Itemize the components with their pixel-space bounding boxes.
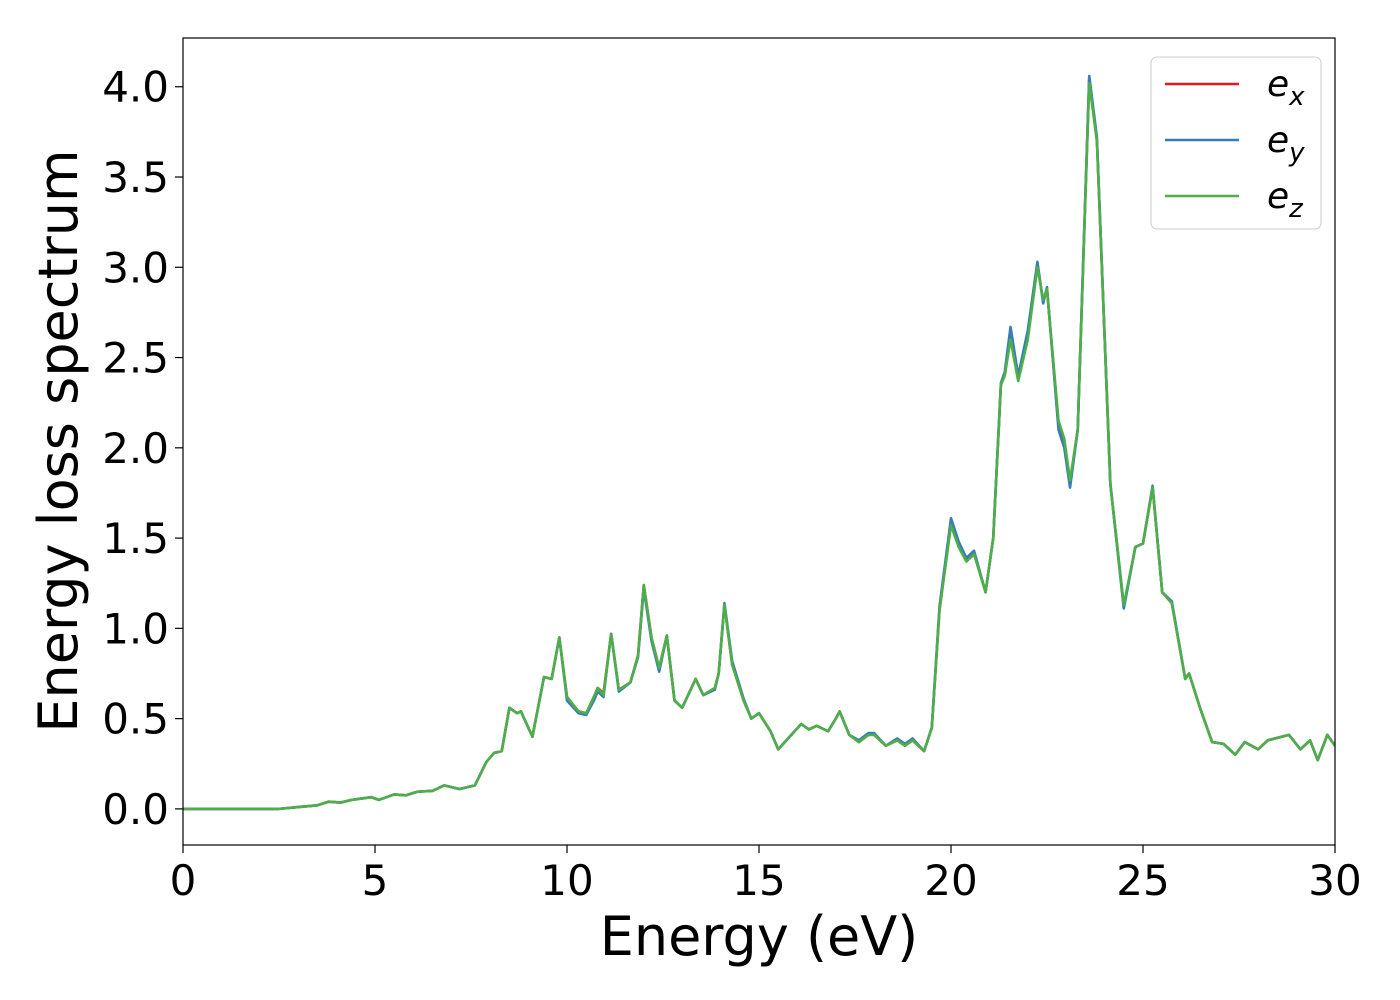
y-tick-label: 3.5: [102, 153, 169, 202]
x-tick-label: 30: [1308, 856, 1361, 905]
x-tick-label: 5: [362, 856, 389, 905]
x-tick-label: 15: [732, 856, 785, 905]
y-tick-label: 4.0: [102, 63, 169, 112]
x-tick-label: 10: [540, 856, 593, 905]
legend-label: ez: [1267, 176, 1304, 224]
y-tick-label: 2.0: [102, 424, 169, 473]
x-axis-label: Energy (eV): [600, 905, 919, 968]
x-tick-label: 25: [1116, 856, 1169, 905]
y-tick-label: 0.0: [102, 785, 169, 834]
y-axis-label: Energy loss spectrum: [27, 149, 90, 732]
y-tick-label: 1.0: [102, 604, 169, 653]
x-tick-label: 0: [170, 856, 197, 905]
legend-label: ey: [1267, 120, 1305, 168]
legend-label: ex: [1267, 64, 1305, 112]
y-tick-label: 1.5: [102, 514, 169, 563]
series-line: [183, 81, 1335, 811]
x-tick-label: 20: [924, 856, 977, 905]
y-tick-label: 2.5: [102, 334, 169, 383]
y-tick-label: 0.5: [102, 695, 169, 744]
plot-frame: [182, 37, 1336, 846]
y-tick-label: 3.0: [102, 243, 169, 292]
legend-box: [1150, 56, 1322, 230]
